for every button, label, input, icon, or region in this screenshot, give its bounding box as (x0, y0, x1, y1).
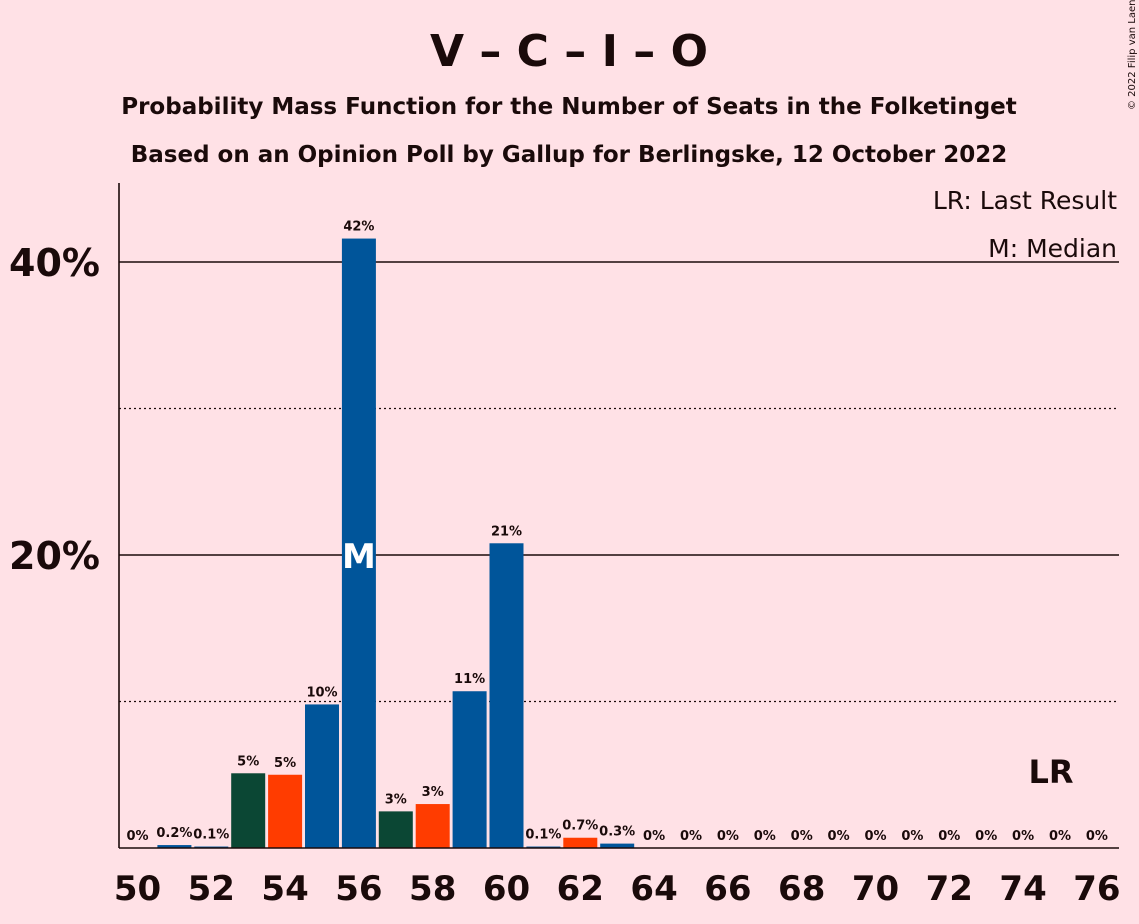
bar-value-label: 5% (274, 756, 296, 771)
bar-value-label: 0% (1049, 829, 1071, 844)
bar-value-label: 10% (306, 685, 337, 700)
bar-value-label: 0% (680, 829, 702, 844)
bar-value-label: 21% (491, 524, 522, 539)
y-axis: 40% 20% (9, 183, 120, 848)
bar (489, 543, 524, 848)
bar (415, 804, 450, 848)
bar-value-label: 0% (828, 829, 850, 844)
copyright-text: © 2022 Filip van Laenen (1127, 0, 1138, 110)
bar-value-label: 0% (643, 829, 665, 844)
bar-value-label: 0.3% (599, 825, 635, 840)
x-tick-label: 50 (114, 869, 161, 909)
bar-value-label: 42% (343, 220, 374, 235)
x-tick-label: 66 (704, 869, 751, 909)
bar-value-label: 0% (1012, 829, 1034, 844)
x-tick-label: 70 (852, 869, 899, 909)
bar-value-label: 0% (717, 829, 739, 844)
bar-value-label: 0% (791, 829, 813, 844)
bar-value-label: 3% (385, 792, 407, 807)
y-tick-label: 20% (9, 534, 100, 578)
x-tick-label: 54 (261, 869, 308, 909)
x-tick-label: 64 (630, 869, 677, 909)
bar-value-label: 0% (901, 829, 923, 844)
bar (563, 837, 598, 848)
bar-value-label: 0% (864, 829, 886, 844)
bar-value-label: 0% (126, 829, 148, 844)
x-tick-label: 76 (1073, 869, 1120, 909)
bar-value-label: 11% (454, 672, 485, 687)
y-tick-label: 40% (9, 241, 100, 285)
x-tick-label: 56 (335, 869, 382, 909)
x-tick-label: 74 (999, 869, 1046, 909)
x-axis: 50 52 54 56 58 60 62 64 66 68 70 72 74 76 (114, 847, 1121, 909)
median-marker: M (342, 537, 376, 577)
bar-value-label: 5% (237, 754, 259, 769)
bar (231, 773, 266, 848)
bar-value-label: 0% (1086, 829, 1108, 844)
x-tick-label: 72 (926, 869, 973, 909)
gridlines (119, 261, 1119, 703)
chart-title: V – C – I – O (430, 26, 708, 77)
bar (600, 843, 635, 848)
bar (378, 811, 413, 848)
bar (305, 704, 339, 848)
bar-value-label: 0% (975, 829, 997, 844)
x-tick-label: 62 (557, 869, 604, 909)
bar-value-label: 0% (938, 829, 960, 844)
bar-value-label: 0.1% (525, 828, 561, 843)
bar-value-label: 0.1% (193, 828, 229, 843)
bar (157, 845, 192, 848)
x-tick-label: 60 (483, 869, 530, 909)
chart-subtitle-2: Based on an Opinion Poll by Gallup for B… (131, 142, 1008, 168)
x-tick-label: 68 (778, 869, 825, 909)
bar-value-label: 0% (754, 829, 776, 844)
bar-value-label: 0.2% (156, 826, 192, 841)
legend-last-result: LR: Last Result (933, 186, 1117, 215)
bars-group: 0% 0.2% 0.1%5% 5%10%42%M3% 3%11%21%0.1%0.7% 0… (126, 220, 1108, 848)
x-tick-label: 52 (188, 869, 235, 909)
x-tick-label: 58 (409, 869, 456, 909)
bar (452, 691, 487, 848)
bar-value-label: 3% (422, 785, 444, 800)
bar (341, 238, 376, 848)
last-result-marker: LR (1028, 753, 1073, 791)
bar-value-label: 0.7% (562, 819, 598, 834)
chart-subtitle-1: Probability Mass Function for the Number… (121, 94, 1017, 120)
bar (268, 774, 303, 848)
legend-median: M: Median (988, 234, 1117, 263)
